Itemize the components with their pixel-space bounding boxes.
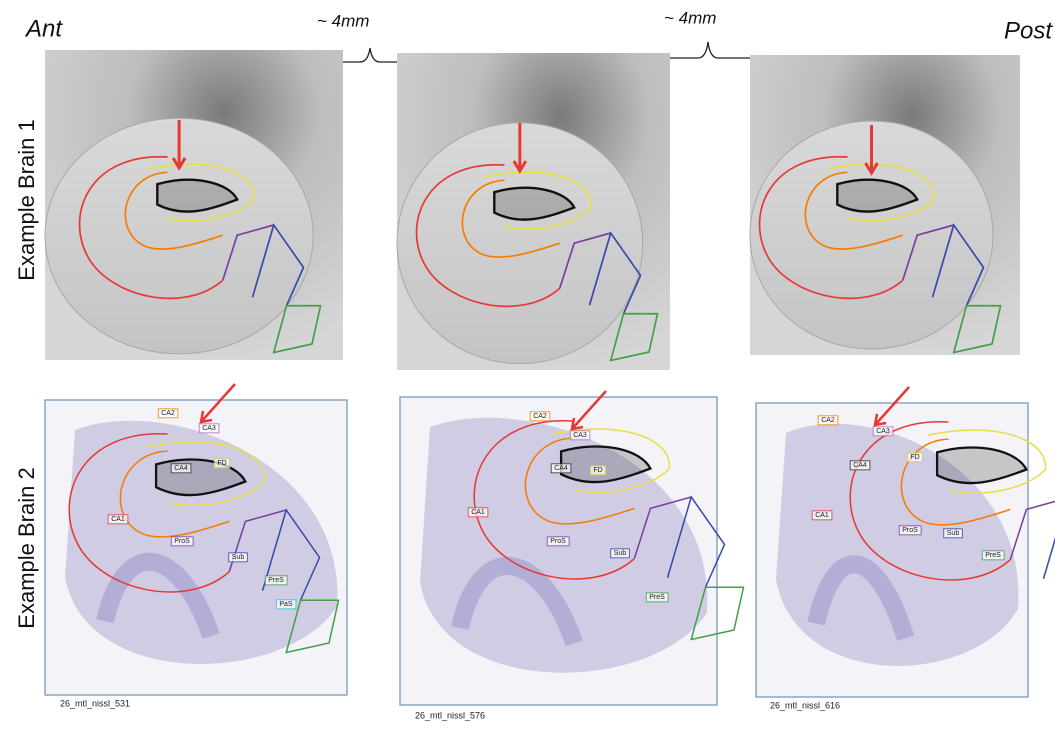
region-label: CA3 — [573, 432, 587, 439]
region-label: CA4 — [853, 462, 867, 469]
spacing-label: ~ 4mm — [664, 8, 716, 27]
row-label: Example Brain 1 — [14, 119, 39, 280]
anterior-label: Ant — [24, 15, 63, 42]
region-label: CA4 — [174, 465, 188, 472]
region-label: ProS — [550, 538, 566, 545]
region-label: CA3 — [202, 425, 216, 432]
section-image: CA2 CA3 CA4 FD CA1 ProS Sub PreS PaS 26_mtl_nissl… — [45, 384, 347, 708]
region-label: Sub — [232, 554, 245, 561]
region-label: CA4 — [554, 465, 568, 472]
region-label: FD — [217, 460, 226, 467]
region-label: CA1 — [815, 512, 829, 519]
region-label: PreS — [649, 594, 665, 601]
region-label: Sub — [614, 550, 627, 557]
region-label: CA1 — [471, 509, 485, 516]
region-label: FD — [593, 467, 602, 474]
region-label: PaS — [279, 601, 293, 608]
region-label: CA2 — [161, 410, 175, 417]
section-image: CA2 CA3 CA4 FD CA1 ProS Sub PreS 26_mtl_nissl_57… — [400, 391, 744, 720]
region-label: CA3 — [876, 428, 890, 435]
region-label: PreS — [985, 552, 1001, 559]
region-label: PreS — [268, 577, 284, 584]
image-caption: 26_mtl_nissl_616 — [770, 700, 840, 710]
figure: Ant Post ~ 4mm ~ 4mm Example Brain 1 Exa… — [0, 0, 1055, 731]
panels: CA2 CA3 CA4 FD CA1 ProS Sub PreS PaS 26_mtl_nissl… — [45, 50, 1055, 720]
region-label: CA1 — [111, 516, 125, 523]
region-label: ProS — [902, 527, 918, 534]
spacing-label: ~ 4mm — [317, 11, 369, 30]
section-image — [397, 53, 670, 370]
section-image — [750, 55, 1020, 355]
image-caption: 26_mtl_nissl_531 — [60, 698, 130, 708]
region-label: Sub — [947, 530, 960, 537]
region-label: CA2 — [821, 417, 835, 424]
sub-outline — [1044, 498, 1055, 588]
section-image — [45, 50, 343, 360]
spacing-bracket — [660, 42, 752, 84]
region-label: CA2 — [533, 413, 547, 420]
image-caption: 26_mtl_nissl_576 — [415, 710, 485, 720]
row-label: Example Brain 2 — [14, 467, 39, 628]
section-image: CA2 CA3 CA4 FD CA1 ProS Sub PreS 26_mtl_nissl_61… — [756, 387, 1055, 710]
region-label: FD — [910, 454, 919, 461]
region-label: ProS — [174, 538, 190, 545]
posterior-label: Post — [1004, 17, 1053, 44]
